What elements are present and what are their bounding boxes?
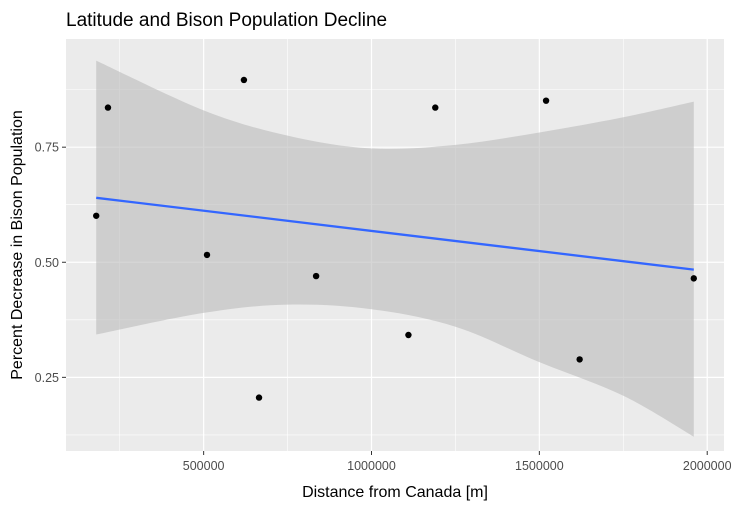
data-point <box>203 251 211 259</box>
data-point <box>690 275 697 282</box>
y-tick-label: 0.25 <box>35 371 59 385</box>
x-tick-label: 500000 <box>183 459 225 473</box>
x-tick-label: 1500000 <box>515 459 564 473</box>
x-tick-label: 2000000 <box>683 459 731 473</box>
data-points <box>93 76 697 401</box>
trend-line <box>96 196 694 271</box>
y-axis-ticks: 0.25 0.50 0.75 <box>35 141 66 385</box>
data-point <box>93 212 100 219</box>
x-axis-ticks: 500000 1000000 1500000 2000000 <box>183 451 731 473</box>
y-tick-label: 0.50 <box>35 256 59 270</box>
data-point <box>255 394 263 401</box>
chart-title: Latitude and Bison Population Decline <box>66 10 387 31</box>
x-tick-label: 1000000 <box>347 459 396 473</box>
y-axis-title: Percent Decrease in Bison Population <box>9 110 26 380</box>
data-point <box>576 356 583 363</box>
confidence-band <box>96 60 694 437</box>
data-point <box>405 331 412 339</box>
data-point <box>432 104 439 111</box>
data-point <box>312 272 320 280</box>
data-point <box>240 76 248 84</box>
y-tick-label: 0.75 <box>35 141 59 155</box>
data-point <box>542 97 550 104</box>
data-point <box>104 104 112 111</box>
x-axis-title: Distance from Canada [m] <box>302 484 488 501</box>
